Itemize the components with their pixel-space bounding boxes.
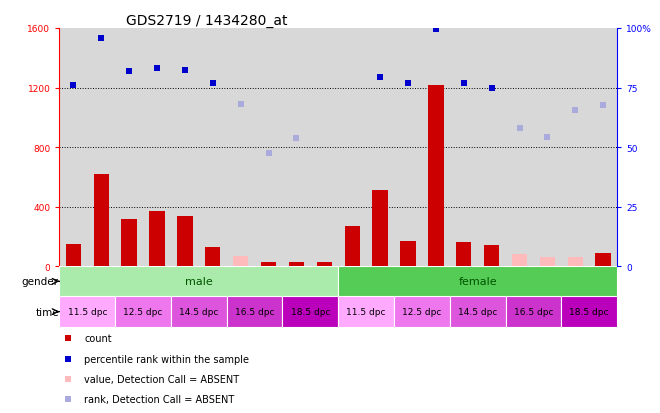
Bar	[121, 219, 137, 266]
Bar	[59, 266, 338, 297]
Bar	[456, 243, 471, 266]
Bar	[205, 247, 220, 266]
Text: count: count	[84, 334, 112, 344]
Bar	[372, 191, 387, 266]
Text: GDS2719 / 1434280_at: GDS2719 / 1434280_at	[126, 14, 288, 28]
Bar	[512, 255, 527, 266]
Text: gender: gender	[22, 277, 59, 287]
Text: 16.5 dpc: 16.5 dpc	[235, 307, 275, 316]
Bar	[149, 211, 164, 266]
Bar	[338, 266, 617, 297]
Text: percentile rank within the sample: percentile rank within the sample	[84, 354, 249, 364]
Text: value, Detection Call = ABSENT: value, Detection Call = ABSENT	[84, 374, 240, 384]
Bar	[317, 262, 332, 266]
Bar	[506, 297, 561, 327]
Bar	[428, 85, 444, 266]
Bar	[394, 297, 450, 327]
Bar	[66, 244, 81, 266]
Bar	[59, 297, 116, 327]
Text: 14.5 dpc: 14.5 dpc	[179, 307, 218, 316]
Bar	[450, 297, 506, 327]
Bar	[282, 297, 338, 327]
Text: 18.5 dpc: 18.5 dpc	[570, 307, 609, 316]
Bar	[115, 297, 171, 327]
Bar	[484, 246, 499, 266]
Text: 11.5 dpc: 11.5 dpc	[67, 307, 107, 316]
Text: 12.5 dpc: 12.5 dpc	[402, 307, 442, 316]
Bar	[401, 241, 416, 266]
Text: rank, Detection Call = ABSENT: rank, Detection Call = ABSENT	[84, 394, 235, 404]
Bar	[289, 262, 304, 266]
Text: time: time	[35, 307, 59, 317]
Bar	[561, 297, 617, 327]
Bar	[261, 262, 276, 266]
Text: 11.5 dpc: 11.5 dpc	[346, 307, 386, 316]
Text: male: male	[185, 277, 213, 287]
Bar	[595, 253, 611, 266]
Bar	[227, 297, 282, 327]
Text: female: female	[458, 277, 497, 287]
Bar	[171, 297, 227, 327]
Bar	[540, 258, 555, 266]
Bar	[178, 216, 193, 266]
Text: 12.5 dpc: 12.5 dpc	[123, 307, 163, 316]
Text: 18.5 dpc: 18.5 dpc	[290, 307, 330, 316]
Bar	[233, 256, 248, 266]
Bar	[568, 258, 583, 266]
Text: 16.5 dpc: 16.5 dpc	[513, 307, 553, 316]
Bar	[94, 174, 109, 266]
Bar	[338, 297, 394, 327]
Bar	[345, 226, 360, 266]
Text: 14.5 dpc: 14.5 dpc	[458, 307, 498, 316]
